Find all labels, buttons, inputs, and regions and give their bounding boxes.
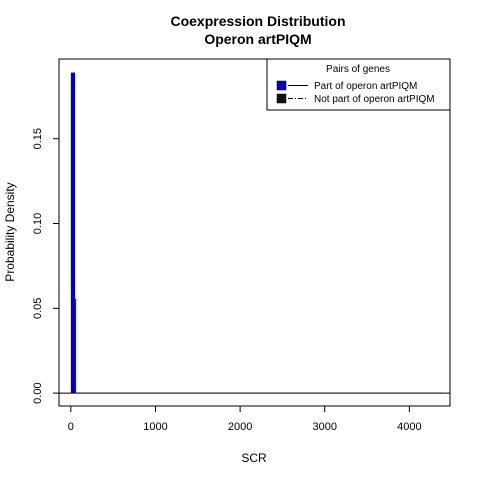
y-tick-label: 0.10 bbox=[32, 213, 44, 234]
x-tick-label: 1000 bbox=[143, 421, 167, 433]
chart-title-line-2: Operon artPIQM bbox=[204, 31, 311, 47]
y-tick-label: 0.15 bbox=[32, 128, 44, 149]
x-tick-label: 4000 bbox=[397, 421, 421, 433]
histogram-bar bbox=[70, 72, 76, 394]
x-tick-label: 0 bbox=[68, 421, 74, 433]
x-tick-label: 3000 bbox=[313, 421, 337, 433]
legend-swatch-notpart bbox=[276, 93, 287, 104]
y-tick-label: 0.05 bbox=[32, 298, 44, 319]
x-axis: 0 1000 2000 3000 4000 bbox=[68, 405, 422, 433]
y-axis: 0.00 0.05 0.10 0.15 bbox=[32, 128, 59, 404]
y-axis-label: Probability Density bbox=[3, 182, 17, 281]
plot-frame bbox=[58, 58, 451, 407]
legend-entry-notpart: Not part of operon artPIQM bbox=[314, 94, 435, 105]
legend: Pairs of genes Part of operon artPIQM No… bbox=[266, 58, 451, 111]
legend-swatch-part bbox=[276, 80, 287, 91]
legend-title: Pairs of genes bbox=[326, 64, 390, 75]
x-tick-label: 2000 bbox=[228, 421, 252, 433]
y-tick-label: 0.00 bbox=[32, 382, 44, 403]
histogram-bar bbox=[70, 392, 444, 394]
histogram-bar bbox=[75, 298, 77, 394]
chart-title-line-1: Coexpression Distribution bbox=[170, 13, 345, 29]
x-axis-label: SCR bbox=[241, 451, 267, 465]
legend-entry-part: Part of operon artPIQM bbox=[314, 81, 417, 92]
legend-box bbox=[266, 58, 451, 111]
plot-marks bbox=[59, 72, 450, 394]
